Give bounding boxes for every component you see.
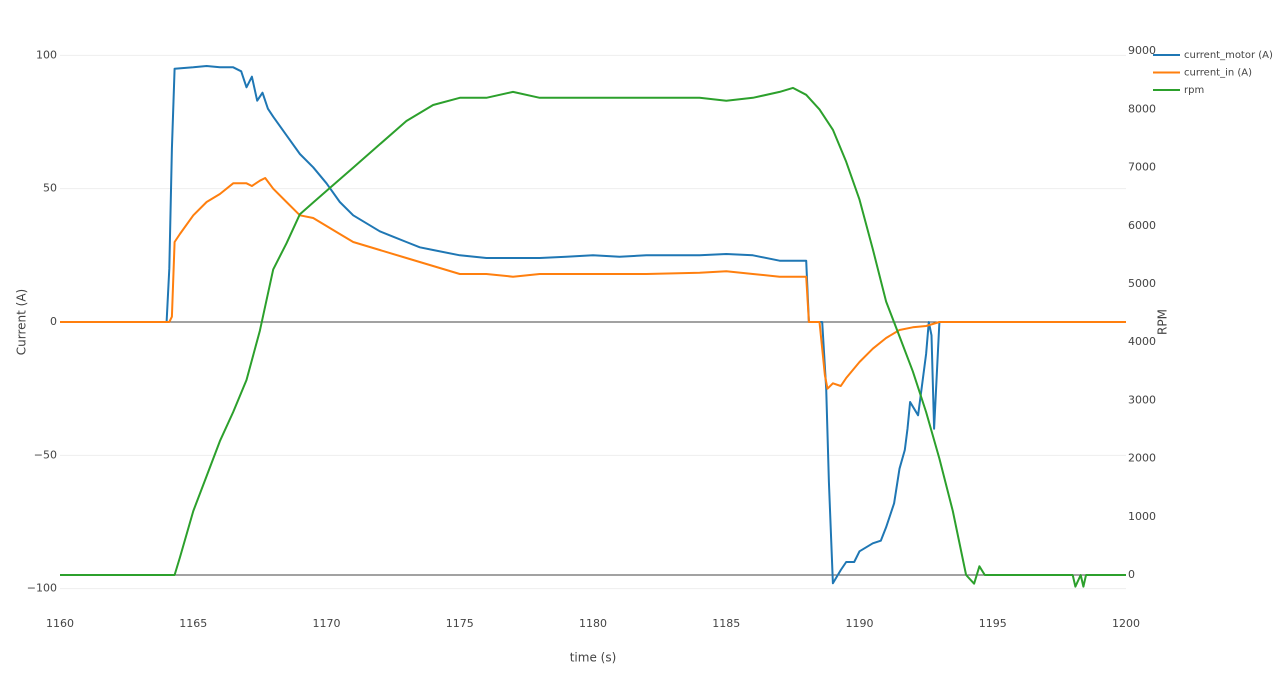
y2-axis-title: RPM [1156,309,1170,335]
y2-tick-label: 9000 [1128,44,1156,57]
x-tick-label: 1190 [846,617,874,630]
series-line [60,65,1126,585]
x-tick-label: 1170 [313,617,341,630]
series-line [60,86,1126,588]
y2-tick-label: 3000 [1128,393,1156,406]
x-tick-label: 1160 [46,617,74,630]
y2-tick-label: 5000 [1128,277,1156,290]
y2-tick-label: 8000 [1128,102,1156,115]
legend-label: current_in (A) [1184,68,1252,79]
legend-label: rpm [1184,85,1204,96]
x-tick-label: 1165 [179,617,207,630]
x-tick-label: 1195 [979,617,1007,630]
y-tick-label: −100 [27,582,57,595]
y-tick-label: −50 [34,448,57,461]
x-tick-label: 1180 [579,617,607,630]
y-tick-label: 0 [50,315,57,328]
y2-tick-label: 1000 [1128,510,1156,523]
y2-tick-label: 6000 [1128,219,1156,232]
legend-label: current_motor (A) [1184,50,1273,61]
series-line [60,177,1126,390]
y2-tick-label: 2000 [1128,452,1156,465]
y2-tick-label: 4000 [1128,335,1156,348]
y-tick-label: 100 [36,48,57,61]
x-tick-label: 1200 [1112,617,1140,630]
y2-tick-label: 0 [1128,568,1135,581]
y2-tick-label: 7000 [1128,161,1156,174]
x-axis-title: time (s) [570,651,617,665]
x-tick-label: 1185 [712,617,740,630]
y-tick-label: 50 [43,182,57,195]
x-tick-label: 1175 [446,617,474,630]
y-axis-title: Current (A) [15,289,29,355]
